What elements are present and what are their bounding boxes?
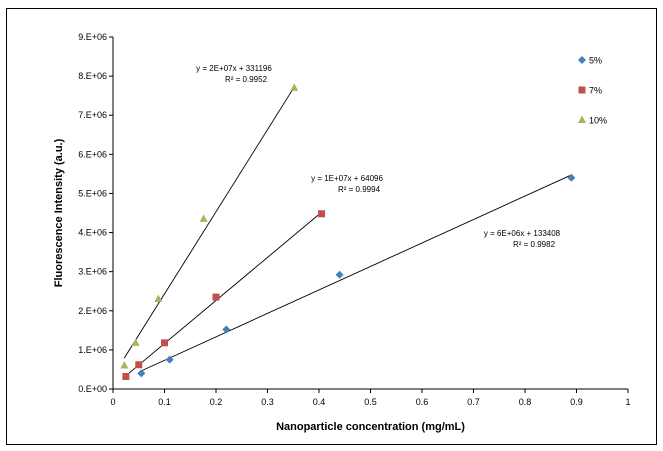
trendlines <box>123 86 572 377</box>
x-tick-label: 0 <box>110 397 115 407</box>
data-point-triangle <box>131 338 140 346</box>
x-ticks: 0 0.1 0.2 0.3 0.4 0.5 0.6 0.7 0.8 0.9 1 <box>110 389 631 407</box>
y-tick-label: 8.E+06 <box>78 71 107 81</box>
data-point-diamond <box>335 270 344 279</box>
legend-label: 5% <box>589 56 602 66</box>
trendline-equations: y = 6E+06x + 133408 R² = 0.9982 y = 1E+07x… <box>196 64 561 249</box>
legend-marker-square <box>578 86 586 94</box>
data-point-triangle <box>199 214 208 222</box>
y-tick-label: 2.E+06 <box>78 306 107 316</box>
trendline-square <box>125 211 322 377</box>
trendline-equation: y = 1E+07x + 64096 <box>311 174 383 183</box>
x-tick-label: 1 <box>625 397 630 407</box>
y-tick-label: 1.E+06 <box>78 345 107 355</box>
data-point-square <box>135 361 143 369</box>
legend-marker-triangle <box>578 115 586 123</box>
x-tick-label: 0.8 <box>519 397 532 407</box>
data-point-triangle <box>120 361 129 369</box>
data-point-diamond <box>165 355 174 364</box>
axes <box>112 37 628 390</box>
data-point-triangle <box>290 83 299 91</box>
legend-marker-diamond <box>578 56 586 64</box>
x-tick-label: 0.5 <box>364 397 377 407</box>
data-point-diamond <box>567 173 576 182</box>
x-tick-label: 0.2 <box>210 397 223 407</box>
y-tick-label: 3.E+06 <box>78 267 107 277</box>
data-point-diamond <box>137 369 146 378</box>
trendline-diamond <box>141 174 572 372</box>
data-point-square <box>212 293 220 301</box>
trendline-r-squared: R² = 0.9982 <box>513 240 556 249</box>
legend-label: 10% <box>589 116 607 126</box>
trendline-r-squared: R² = 0.9994 <box>338 185 381 194</box>
x-tick-label: 0.6 <box>416 397 429 407</box>
x-tick-label: 0.7 <box>467 397 480 407</box>
x-tick-label: 0.9 <box>570 397 583 407</box>
y-axis-title: Fluorescence Intensity (a.u.) <box>53 138 65 287</box>
trendline-r-squared: R² = 0.9952 <box>225 75 268 84</box>
y-tick-label: 9.E+06 <box>78 32 107 42</box>
x-tick-label: 0.4 <box>313 397 326 407</box>
x-tick-label: 0.3 <box>261 397 274 407</box>
data-point-square <box>122 372 130 380</box>
x-axis-title: Nanoparticle concentration (mg/mL) <box>276 421 465 433</box>
y-ticks: 0.E+00 1.E+06 2.E+06 3.E+06 4.E+06 5.E+06 6.E+… <box>78 32 113 394</box>
trendline-equation: y = 2E+07x + 331196 <box>196 64 272 73</box>
data-point-square <box>161 339 168 347</box>
data-point-diamond <box>222 325 231 334</box>
legend-label: 7% <box>589 86 602 96</box>
chart-frame <box>6 8 657 445</box>
legend: 5% 7% 10% <box>578 56 607 126</box>
y-tick-label: 5.E+06 <box>78 188 107 198</box>
trendline-equation: y = 6E+06x + 133408 <box>484 229 561 238</box>
y-tick-label: 6.E+06 <box>78 149 107 159</box>
data-point-triangle <box>154 294 163 303</box>
trendline-triangle <box>123 86 295 359</box>
data-point-square <box>318 210 326 218</box>
y-tick-label: 0.E+00 <box>78 384 107 394</box>
x-tick-label: 0.1 <box>158 397 171 407</box>
y-tick-label: 7.E+06 <box>78 110 107 120</box>
data-points <box>120 83 576 380</box>
y-tick-label: 4.E+06 <box>78 228 107 238</box>
